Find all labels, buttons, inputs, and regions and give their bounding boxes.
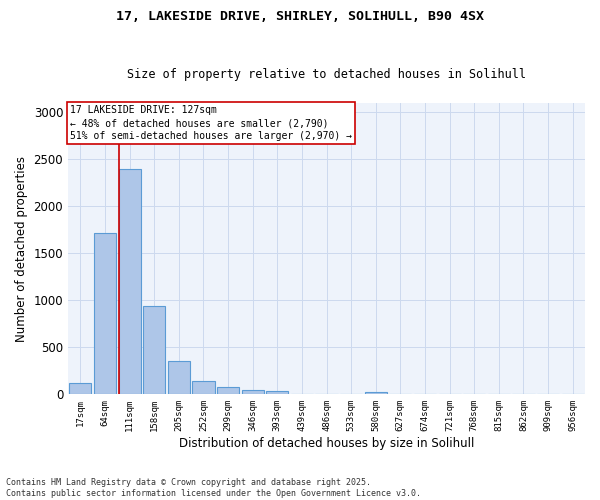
Bar xyxy=(94,232,116,394)
Bar xyxy=(217,387,239,394)
Text: 17 LAKESIDE DRIVE: 127sqm
← 48% of detached houses are smaller (2,790)
51% of se: 17 LAKESIDE DRIVE: 127sqm ← 48% of detac… xyxy=(70,105,352,142)
Text: Contains HM Land Registry data © Crown copyright and database right 2025.
Contai: Contains HM Land Registry data © Crown c… xyxy=(6,478,421,498)
Bar xyxy=(69,383,91,394)
Bar xyxy=(242,390,264,394)
Bar xyxy=(365,392,387,394)
Bar xyxy=(193,381,215,394)
Bar xyxy=(143,306,165,394)
Title: Size of property relative to detached houses in Solihull: Size of property relative to detached ho… xyxy=(127,68,526,81)
Bar xyxy=(168,362,190,394)
Bar xyxy=(119,169,140,394)
Bar xyxy=(266,391,289,394)
Text: 17, LAKESIDE DRIVE, SHIRLEY, SOLIHULL, B90 4SX: 17, LAKESIDE DRIVE, SHIRLEY, SOLIHULL, B… xyxy=(116,10,484,23)
Y-axis label: Number of detached properties: Number of detached properties xyxy=(15,156,28,342)
X-axis label: Distribution of detached houses by size in Solihull: Distribution of detached houses by size … xyxy=(179,437,474,450)
